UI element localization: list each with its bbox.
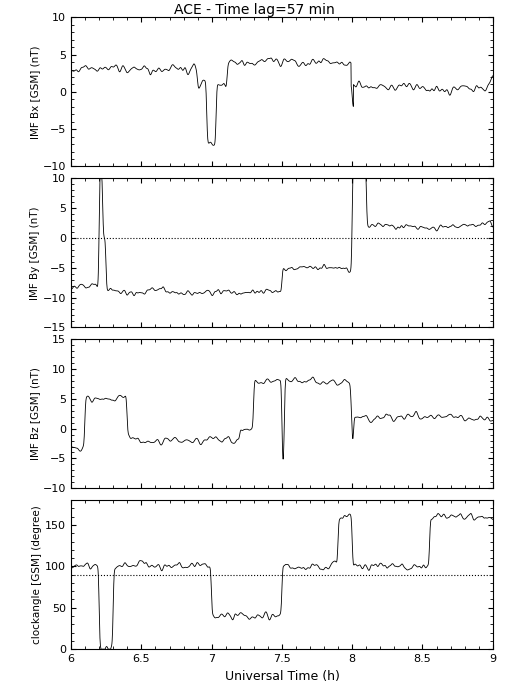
X-axis label: Universal Time (h): Universal Time (h) [225,669,339,683]
Y-axis label: IMF By [GSM] (nT): IMF By [GSM] (nT) [30,206,40,299]
Y-axis label: clockangle [GSM] (degree): clockangle [GSM] (degree) [33,505,43,644]
Y-axis label: IMF Bx [GSM] (nT): IMF Bx [GSM] (nT) [30,45,40,139]
Y-axis label: IMF Bz [GSM] (nT): IMF Bz [GSM] (nT) [30,367,40,460]
Text: ACE - Time lag=57 min: ACE - Time lag=57 min [174,3,334,17]
